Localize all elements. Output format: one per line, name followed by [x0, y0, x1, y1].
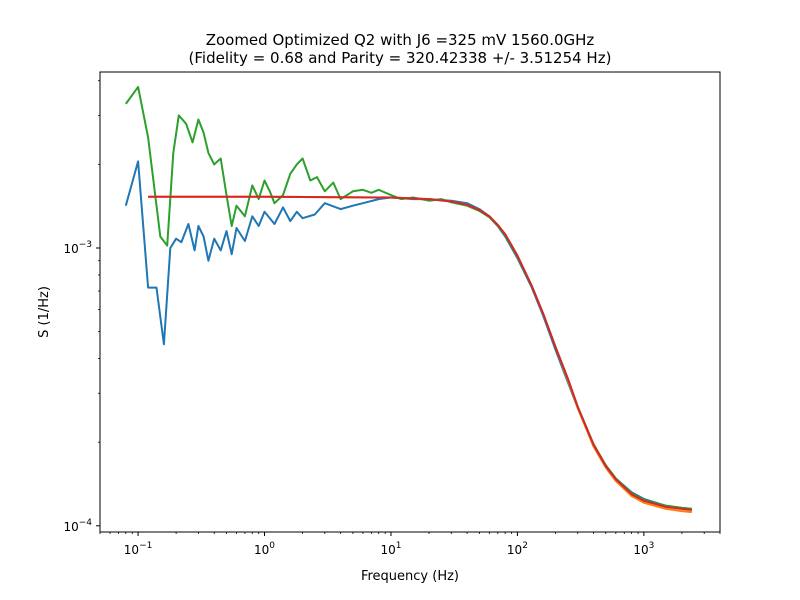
series-line-1	[124, 160, 692, 510]
x-tick-label: 102	[507, 541, 528, 557]
y-tick-label: 10−4	[63, 518, 92, 534]
axes-layer: 10−1 100 101 102 103 10−4 10−3	[63, 71, 721, 557]
chart-subtitle: (Fidelity = 0.68 and Parity = 320.42338 …	[188, 49, 612, 67]
y-tick-label: 10−3	[63, 240, 92, 256]
plot-frame	[99, 71, 721, 533]
chart-title: Zoomed Optimized Q2 with J6 =325 mV 1560…	[205, 31, 595, 49]
x-tick-label: 100	[254, 541, 275, 557]
series-layer	[124, 85, 693, 514]
x-tick-label: 103	[633, 541, 654, 557]
x-axis-label: Frequency (Hz)	[361, 569, 459, 584]
series-line-3	[124, 85, 692, 510]
series-line-4	[148, 195, 693, 511]
x-tick-label: 10−1	[124, 541, 153, 557]
x-tick-label: 101	[380, 541, 401, 557]
y-axis-label: S (1/Hz)	[37, 286, 52, 338]
